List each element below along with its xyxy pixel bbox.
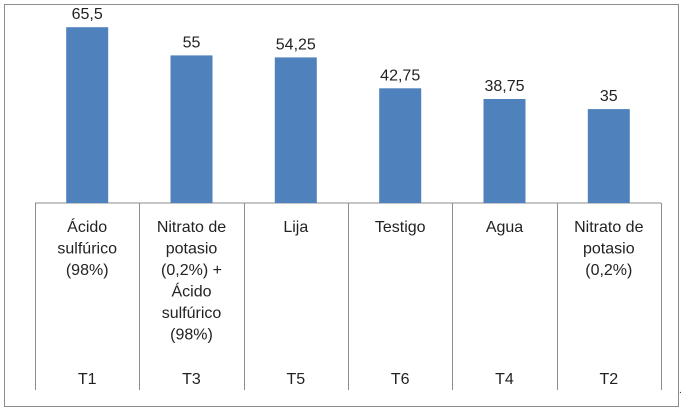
data-label: 42,75 — [380, 67, 420, 84]
data-label: 38,75 — [484, 78, 524, 95]
data-label: 65,5 — [72, 6, 103, 23]
category-label: Ácido — [67, 217, 107, 236]
bar — [379, 88, 422, 203]
category-label: potasio — [583, 241, 635, 258]
category-label: Ácido — [171, 282, 211, 301]
bar — [483, 99, 526, 203]
data-label: 35 — [600, 88, 618, 105]
category-label: sulfúrico — [57, 241, 117, 258]
category-table — [35, 202, 662, 390]
treatment-code-label: T3 — [182, 371, 201, 388]
category-label: sulfúrico — [162, 305, 222, 322]
category-label: Agua — [486, 219, 523, 236]
treatment-code-label: T5 — [286, 371, 305, 388]
chart-frame — [4, 4, 679, 407]
category-label: potasio — [166, 241, 218, 258]
bar — [274, 57, 317, 204]
treatment-code-label: T1 — [78, 371, 97, 388]
bar — [587, 109, 630, 203]
category-label: (98%) — [170, 327, 213, 344]
category-label: Testigo — [375, 219, 426, 236]
bar — [66, 27, 109, 204]
category-label: (0,2%) — [585, 262, 632, 279]
category-label: (98%) — [66, 262, 109, 279]
data-label: 54,25 — [276, 36, 316, 53]
treatment-code-label: T6 — [391, 371, 410, 388]
bar — [170, 55, 213, 204]
treatment-code-label: T4 — [495, 371, 514, 388]
trailing-mark: . — [679, 385, 682, 396]
treatment-code-label: T2 — [599, 371, 618, 388]
category-label: Lija — [283, 219, 308, 236]
data-label: 55 — [183, 34, 201, 51]
category-label: Nitrato de — [574, 219, 643, 236]
category-label: (0,2%) + — [161, 262, 222, 279]
category-label: Nitrato de — [157, 219, 226, 236]
